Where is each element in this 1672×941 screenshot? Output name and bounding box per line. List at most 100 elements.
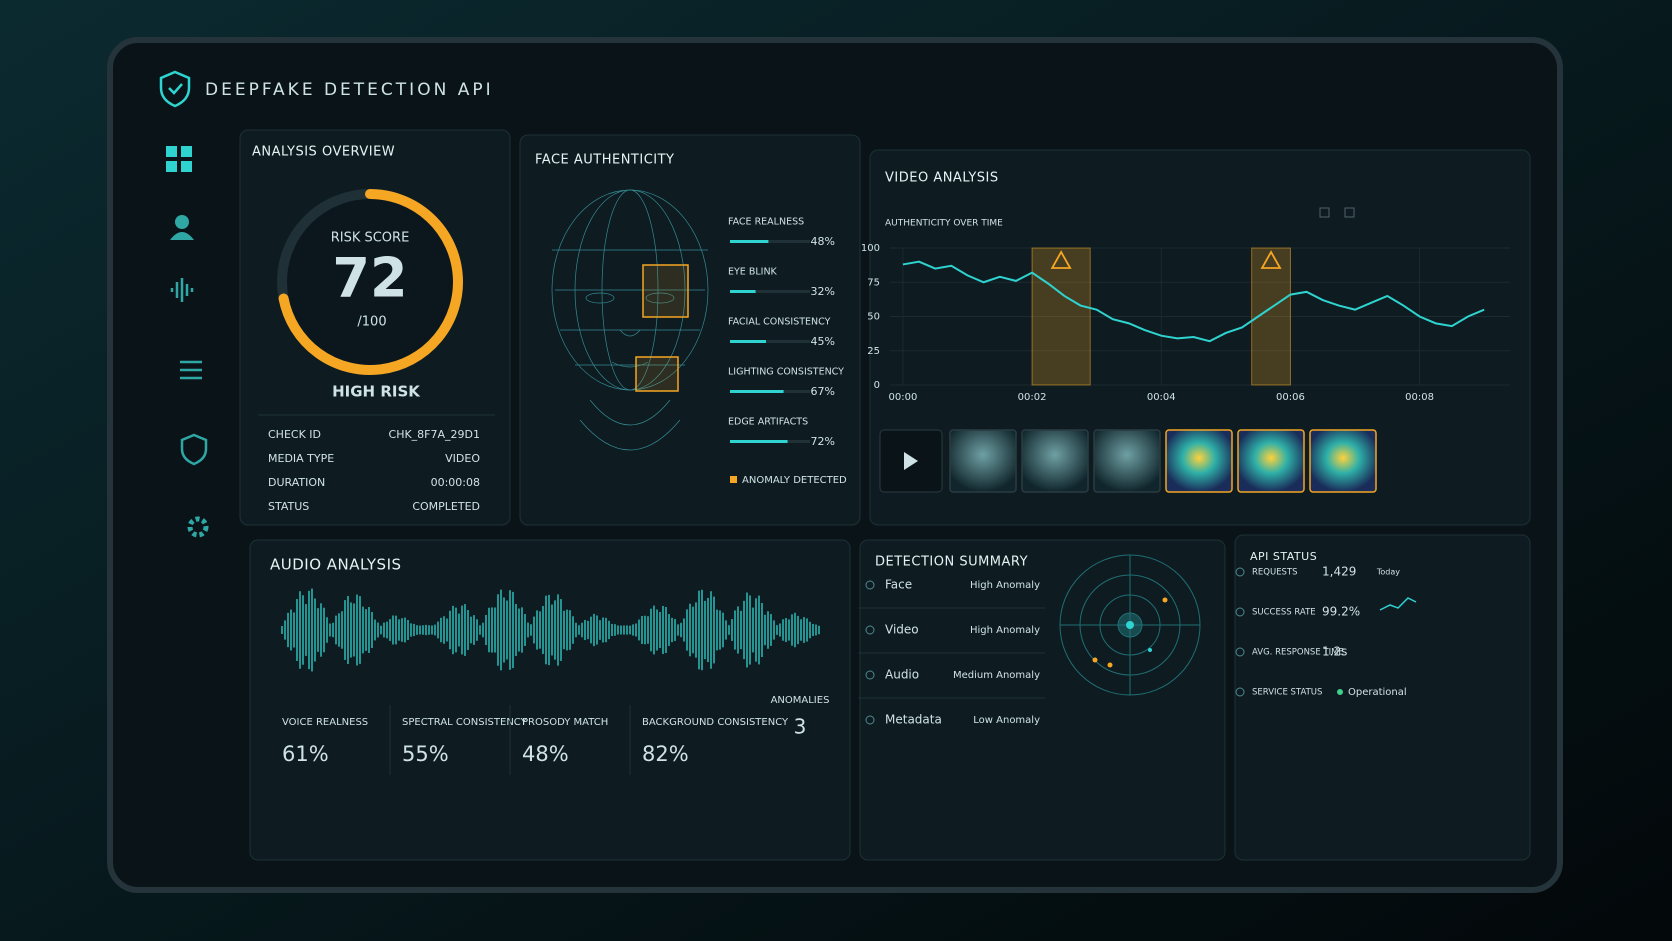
legend-label: ANOMALY DETECTED: [742, 475, 847, 486]
x-tick-label: 00:04: [1147, 392, 1176, 403]
detail-key: STATUS: [268, 500, 309, 513]
row-level: Medium Anomaly: [953, 670, 1040, 681]
chart-title: AUTHENTICITY OVER TIME: [885, 219, 1003, 229]
y-tick-label: 25: [867, 346, 880, 357]
risk-score: 72: [332, 247, 407, 310]
audio-metric-name: VOICE REALNESS: [282, 717, 368, 728]
detail-value: VIDEO: [445, 452, 480, 465]
y-tick-label: 50: [867, 312, 880, 323]
audio-waveform: [281, 588, 820, 672]
metric-name: EYE BLINK: [728, 267, 778, 278]
app-title: DEEPFAKE DETECTION API: [205, 80, 494, 100]
audio-metric-name: PROSODY MATCH: [522, 717, 608, 728]
row-name: Audio: [885, 668, 919, 682]
anomalies-label: ANOMALIES: [771, 695, 830, 706]
metric-name: FACE REALNESS: [728, 217, 804, 228]
api-panel: [1234, 534, 1531, 861]
audio-metric-value: 48%: [522, 742, 569, 766]
anomaly-box: [635, 356, 679, 392]
legend-swatch: [730, 476, 737, 483]
thumbnail: [1093, 429, 1161, 493]
detail-value: COMPLETED: [412, 500, 480, 513]
thumbnail: [949, 429, 1017, 493]
authenticity-line: [902, 260, 1485, 343]
metric-value: 45%: [811, 335, 835, 348]
summary-panel: [859, 539, 1226, 861]
metric-bar: [730, 440, 788, 443]
status-dot: [1337, 689, 1343, 695]
audio-panel: [249, 539, 851, 861]
y-tick-label: 0: [874, 380, 880, 391]
thumbnail: [1237, 429, 1305, 493]
row-icon: [1235, 647, 1245, 657]
panel-title: FACE AUTHENTICITY: [535, 153, 675, 168]
y-tick-label: 75: [867, 277, 880, 288]
metric-value: 67%: [811, 385, 835, 398]
row-icon: [865, 625, 875, 635]
detail-value: CHK_8F7A_29D1: [389, 428, 480, 441]
row-note: Today: [1376, 568, 1400, 577]
row-level: High Anomaly: [970, 580, 1040, 591]
metric-value: 48%: [811, 235, 835, 248]
metric-name: EDGE ARTIFACTS: [728, 417, 808, 428]
metric-bar: [730, 340, 766, 343]
nav-security[interactable]: [180, 433, 208, 466]
detail-key: DURATION: [268, 476, 325, 489]
row-name: Face: [885, 578, 912, 592]
panel-title: AUDIO ANALYSIS: [270, 556, 402, 574]
y-tick-label: 100: [861, 243, 880, 254]
anomaly-window: [1031, 247, 1091, 386]
row-name: Video: [885, 623, 919, 637]
x-tick-label: 00:08: [1405, 392, 1434, 403]
row-name: SUCCESS RATE: [1252, 608, 1316, 618]
anomaly-box: [642, 264, 689, 318]
thumbnail: [1309, 429, 1377, 493]
warning-icon: [1050, 250, 1072, 269]
row-level: Low Anomaly: [973, 715, 1040, 726]
row-name: SERVICE STATUS: [1252, 688, 1322, 698]
detail-key: CHECK ID: [268, 428, 321, 441]
row-icon: [865, 580, 875, 590]
nav-list[interactable]: [180, 360, 202, 380]
row-icon: [865, 715, 875, 725]
audio-metric-name: BACKGROUND CONSISTENCY: [642, 717, 789, 728]
detail-key: MEDIA TYPE: [268, 452, 334, 465]
row-value: 1.2s: [1322, 645, 1347, 659]
row-value: 1,429: [1322, 565, 1356, 579]
metric-track: [730, 240, 810, 243]
metric-value: 72%: [811, 435, 835, 448]
metric-track: [730, 340, 810, 343]
x-tick-label: 00:06: [1276, 392, 1305, 403]
nav-dashboard[interactable]: [166, 146, 192, 172]
metric-name: LIGHTING CONSISTENCY: [728, 367, 844, 378]
detail-value: 00:00:08: [431, 476, 480, 489]
row-icon: [865, 670, 875, 680]
nav-settings[interactable]: [187, 516, 209, 538]
audio-metric-value: 82%: [642, 742, 689, 766]
icon: [1319, 207, 1330, 218]
face-wireframe: [551, 189, 709, 451]
panel-title: API STATUS: [1250, 550, 1317, 563]
risk-max: /100: [357, 315, 386, 330]
audio-metric-value: 61%: [282, 742, 329, 766]
nav-user[interactable]: [170, 215, 194, 240]
icon: [1344, 207, 1355, 218]
audio-metric-name: SPECTRAL CONSISTENCY: [402, 717, 528, 728]
risk-level: HIGH RISK: [332, 383, 421, 401]
nav-audio[interactable]: [170, 278, 194, 302]
row-name: REQUESTS: [1252, 568, 1298, 578]
metric-bar: [730, 290, 756, 293]
audio-metric-value: 55%: [402, 742, 449, 766]
metric-name: FACIAL CONSISTENCY: [728, 317, 831, 328]
row-icon: [1235, 687, 1245, 697]
risk-label: RISK SCORE: [331, 231, 410, 246]
row-level: High Anomaly: [970, 625, 1040, 636]
metric-bar: [730, 240, 769, 243]
panel-title: DETECTION SUMMARY: [875, 555, 1028, 570]
risk-gauge-arc: [278, 189, 463, 375]
thumbnail: [1165, 429, 1233, 493]
x-tick-label: 00:00: [889, 392, 918, 403]
metric-value: 32%: [811, 285, 835, 298]
metric-bar: [730, 390, 784, 393]
